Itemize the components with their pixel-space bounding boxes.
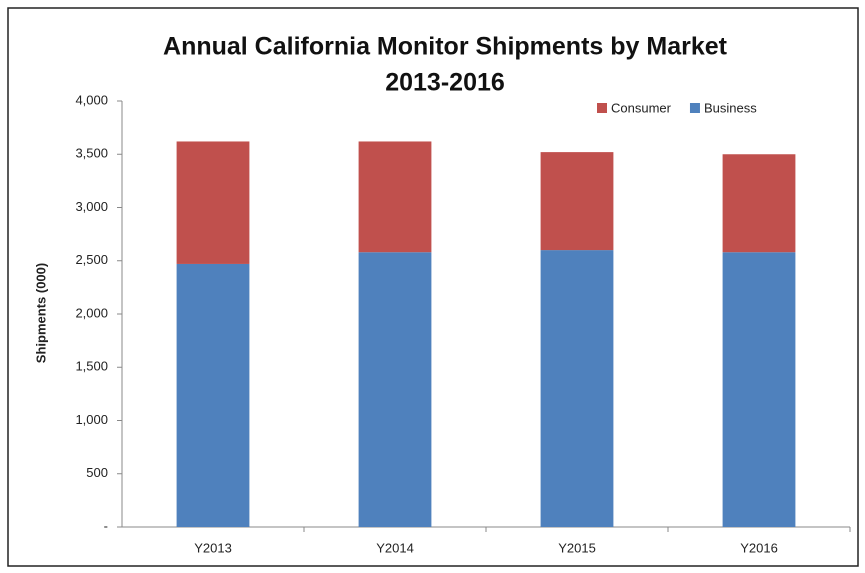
y-tick-label: 2,000 (75, 305, 108, 320)
x-tick-label: Y2015 (558, 540, 596, 555)
bar-segment (176, 141, 250, 264)
legend-swatch (597, 103, 607, 113)
bar-segment (358, 141, 432, 253)
x-tick-label: Y2013 (194, 540, 232, 555)
y-tick-label: 3,000 (75, 199, 108, 214)
y-axis-label: Shipments (000) (33, 263, 48, 363)
bar-segment (540, 250, 614, 527)
bar-segment (722, 154, 796, 253)
bar-segment (722, 252, 796, 528)
bar-segment (176, 263, 250, 527)
y-tick-label: - (104, 518, 108, 533)
chart-title: 2013-2016 (385, 69, 505, 97)
y-tick-label: 3,500 (75, 146, 108, 161)
y-tick-label: 1,000 (75, 412, 108, 427)
y-tick-label: 1,500 (75, 359, 108, 374)
legend-label: Consumer (611, 100, 672, 115)
chart-title: Annual California Monitor Shipments by M… (163, 33, 728, 61)
bar-segment (540, 152, 614, 251)
x-tick-label: Y2016 (740, 540, 778, 555)
bar-segment (358, 252, 432, 528)
chart-border (7, 7, 859, 567)
y-tick-label: 4,000 (75, 92, 108, 107)
y-tick-label: 500 (86, 465, 108, 480)
legend-swatch (689, 103, 700, 113)
x-tick-label: Y2014 (376, 540, 414, 555)
legend-label: Business (704, 100, 757, 115)
y-tick-label: 2,500 (75, 252, 108, 267)
